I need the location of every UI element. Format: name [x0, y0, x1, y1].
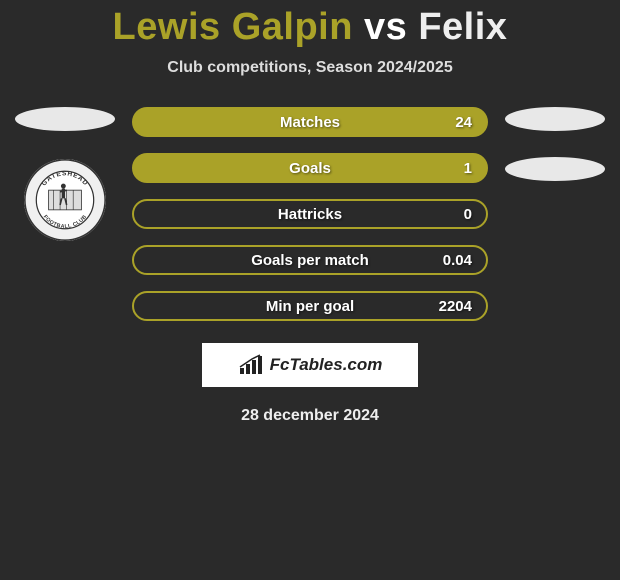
player1-club-badge: GATESHEAD FOOTBALL CLUB — [24, 159, 106, 241]
player2-name: Felix — [418, 6, 507, 48]
stat-bar: Matches 24 — [132, 107, 488, 137]
stat-label: Matches — [280, 114, 340, 131]
comparison-row: GATESHEAD FOOTBALL CLUB — [0, 107, 620, 337]
stat-bar: Hattricks 0 — [132, 199, 488, 229]
stat-right-value: 2204 — [439, 298, 472, 315]
comparison-card: Lewis Galpin vs Felix Club competitions,… — [0, 0, 620, 425]
stat-bar: Goals per match 0.04 — [132, 245, 488, 275]
brand-logo: FcTables.com — [202, 343, 418, 387]
player1-name: Lewis Galpin — [113, 6, 364, 48]
player2-side — [500, 107, 610, 181]
brand-name: FcTables.com — [270, 355, 383, 375]
stat-label: Goals per match — [251, 252, 369, 269]
player1-avatar-placeholder — [15, 107, 115, 131]
player1-side: GATESHEAD FOOTBALL CLUB — [10, 107, 120, 241]
stat-label: Min per goal — [266, 298, 354, 315]
page-title: Lewis Galpin vs Felix — [0, 6, 620, 49]
stat-right-value: 1 — [464, 160, 472, 177]
gateshead-badge-icon: GATESHEAD FOOTBALL CLUB — [24, 159, 106, 241]
bar-chart-icon — [238, 354, 264, 376]
vs-word: vs — [364, 6, 418, 48]
stat-bar: Min per goal 2204 — [132, 291, 488, 321]
stats-column: Matches 24 Goals 1 Hattricks 0 Goals per match… — [120, 107, 500, 337]
stat-right-value: 0 — [464, 206, 472, 223]
subtitle: Club competitions, Season 2024/2025 — [0, 59, 620, 77]
stat-label: Goals — [289, 160, 331, 177]
stat-label: Hattricks — [278, 206, 342, 223]
stat-bar: Goals 1 — [132, 153, 488, 183]
stat-right-value: 0.04 — [443, 252, 472, 269]
footer-date: 28 december 2024 — [0, 407, 620, 425]
stat-right-value: 24 — [455, 114, 472, 131]
player2-club-placeholder — [505, 157, 605, 181]
player2-avatar-placeholder — [505, 107, 605, 131]
